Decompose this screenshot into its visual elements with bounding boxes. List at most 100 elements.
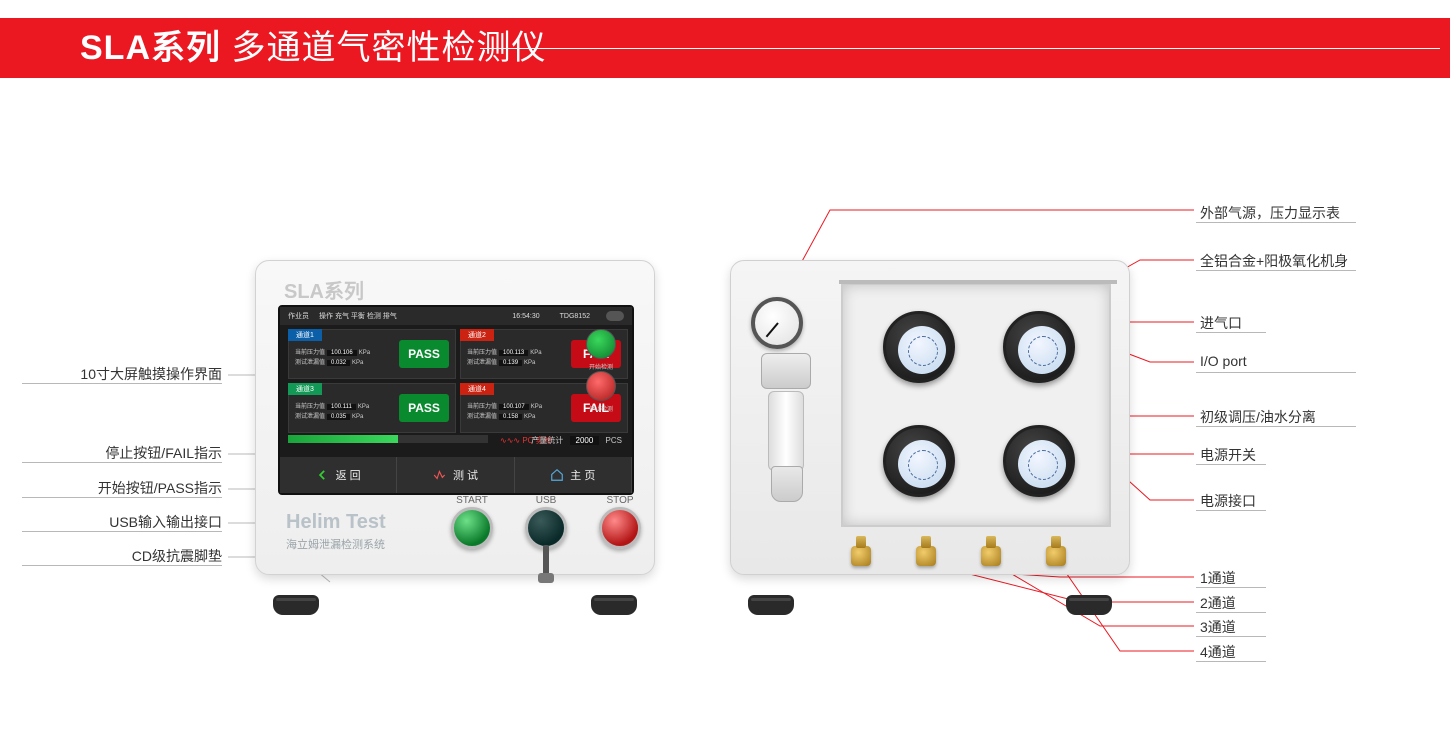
channel-tab: 通道3 xyxy=(288,383,322,395)
clock: 16:54:30 xyxy=(512,313,539,320)
start-test-button[interactable] xyxy=(586,329,616,359)
label-underline xyxy=(1196,332,1266,333)
channel-panel[interactable]: 通道1 当前压力值100.106KPa测试泄漏值0.032KPa PASS xyxy=(288,329,456,379)
channel-port-4 xyxy=(1046,546,1066,566)
callout-label: 1通道 xyxy=(1200,568,1236,588)
channel-tab: 通道1 xyxy=(288,329,322,341)
connector-4 xyxy=(1003,425,1075,497)
label-underline xyxy=(1196,612,1266,613)
device-front: SLA系列 作业员 操作 充气 平衡 检测 排气 16:54:30 TDG815… xyxy=(255,260,655,595)
foot-pad xyxy=(273,595,319,615)
home-icon xyxy=(550,468,564,482)
callout-label: 进气口 xyxy=(1200,313,1242,333)
stop-button[interactable] xyxy=(599,507,641,549)
auto-toggle[interactable] xyxy=(606,311,624,321)
label-underline xyxy=(22,383,222,384)
callout-label: 外部气源，压力显示表 xyxy=(1200,203,1340,223)
result-badge: PASS xyxy=(399,394,449,422)
label-underline xyxy=(22,531,222,532)
foot-pad xyxy=(748,595,794,615)
device-back-body xyxy=(730,260,1130,575)
callout-label: USB输入输出接口 xyxy=(22,512,222,532)
test-icon xyxy=(433,468,447,482)
user-label: 作业员 xyxy=(288,311,309,321)
label-underline xyxy=(1196,587,1266,588)
channel-values: 当前压力值100.113KPa测试泄漏值0.139KPa xyxy=(467,348,542,368)
usb-port[interactable] xyxy=(525,507,567,549)
connector-cavity xyxy=(841,283,1111,527)
start-label: START xyxy=(447,495,497,506)
screen-side-buttons: 开始检测 停止检测 xyxy=(580,329,622,413)
regulator-icon xyxy=(761,353,811,473)
label-underline xyxy=(1196,372,1356,373)
brand-block: Helim Test 海立姆泄漏检测系统 xyxy=(286,511,386,552)
progress-bar xyxy=(288,435,488,443)
device-model-label: SLA系列 xyxy=(284,275,364,304)
usb-label: USB xyxy=(521,495,571,506)
callout-label: 3通道 xyxy=(1200,617,1236,637)
connector-2 xyxy=(1003,311,1075,383)
title-series: SLA系列 xyxy=(80,29,221,67)
channel-values: 当前压力值100.111KPa测试泄漏值0.035KPa xyxy=(295,402,369,422)
brand-cn: 海立姆泄漏检测系统 xyxy=(286,536,386,552)
channel-values: 当前压力值100.106KPa测试泄漏值0.032KPa xyxy=(295,348,370,368)
physical-buttons: START USB STOP xyxy=(451,507,641,549)
channel-grid: 通道1 当前压力值100.106KPa测试泄漏值0.032KPa PASS 通道2 当前… xyxy=(288,329,628,433)
pressure-gauge-icon xyxy=(751,297,803,349)
callout-label: 全铝合金+阳极氧化机身 xyxy=(1200,251,1348,271)
channel-tab: 通道4 xyxy=(460,383,494,395)
label-underline xyxy=(22,462,222,463)
label-underline xyxy=(22,497,222,498)
callout-label: 开始按钮/PASS指示 xyxy=(22,478,222,498)
brand-en: Helim Test xyxy=(286,511,386,534)
callout-label: 停止按钮/FAIL指示 xyxy=(22,443,222,463)
usb-stick-icon xyxy=(543,545,549,575)
callout-label: 电源接口 xyxy=(1200,491,1256,511)
channel-port-3 xyxy=(981,546,1001,566)
callout-label: I/O port xyxy=(1200,353,1247,369)
label-underline xyxy=(1196,222,1356,223)
label-underline xyxy=(1196,426,1356,427)
callout-label: CD级抗震脚垫 xyxy=(22,546,222,566)
nav-back[interactable]: 返 回 xyxy=(280,457,397,493)
label-underline xyxy=(1196,636,1266,637)
label-underline xyxy=(1196,661,1266,662)
screen-topbar: 作业员 操作 充气 平衡 检测 排气 16:54:30 TDG8152 xyxy=(280,307,632,325)
screen-navbar: 返 回 测 试 主 页 xyxy=(280,457,632,493)
callout-label: 2通道 xyxy=(1200,593,1236,613)
channel-port-1 xyxy=(851,546,871,566)
stop-test-label: 停止检测 xyxy=(580,404,622,413)
device-front-body: SLA系列 作业员 操作 充气 平衡 检测 排气 16:54:30 TDG815… xyxy=(255,260,655,575)
output-stat: 产量统计 2000 PCS xyxy=(531,435,622,446)
header-line xyxy=(480,48,1440,49)
result-badge: PASS xyxy=(399,340,449,368)
callout-label: 电源开关 xyxy=(1200,445,1256,465)
channel-values: 当前压力值100.107KPa测试泄漏值0.158KPa xyxy=(467,402,542,422)
callout-label: 初级调压/油水分离 xyxy=(1200,407,1316,427)
start-button[interactable] xyxy=(451,507,493,549)
channel-panel[interactable]: 通道3 当前压力值100.111KPa测试泄漏值0.035KPa PASS xyxy=(288,383,456,433)
topbar-steps: 操作 充气 平衡 检测 排气 xyxy=(319,311,397,321)
nav-home[interactable]: 主 页 xyxy=(515,457,632,493)
channel-port-2 xyxy=(916,546,936,566)
callout-label: 4通道 xyxy=(1200,642,1236,662)
channel-tab: 通道2 xyxy=(460,329,494,341)
page-title: SLA系列 多通道气密性检测仪 xyxy=(80,20,546,69)
connector-3 xyxy=(883,425,955,497)
label-underline xyxy=(1196,510,1266,511)
label-underline xyxy=(1196,464,1266,465)
foot-pad xyxy=(1066,595,1112,615)
back-icon xyxy=(316,468,330,482)
label-underline xyxy=(1196,270,1356,271)
device-back xyxy=(730,260,1130,595)
stop-test-button[interactable] xyxy=(586,371,616,401)
foot-pad xyxy=(591,595,637,615)
model-code: TDG8152 xyxy=(560,313,590,320)
start-test-label: 开始检测 xyxy=(580,362,622,371)
stop-label: STOP xyxy=(595,495,645,506)
label-underline xyxy=(22,565,222,566)
touchscreen[interactable]: 作业员 操作 充气 平衡 检测 排气 16:54:30 TDG8152 通道1 当… xyxy=(278,305,634,495)
connector-1 xyxy=(883,311,955,383)
nav-test[interactable]: 测 试 xyxy=(397,457,514,493)
callout-label: 10寸大屏触摸操作界面 xyxy=(22,364,222,384)
